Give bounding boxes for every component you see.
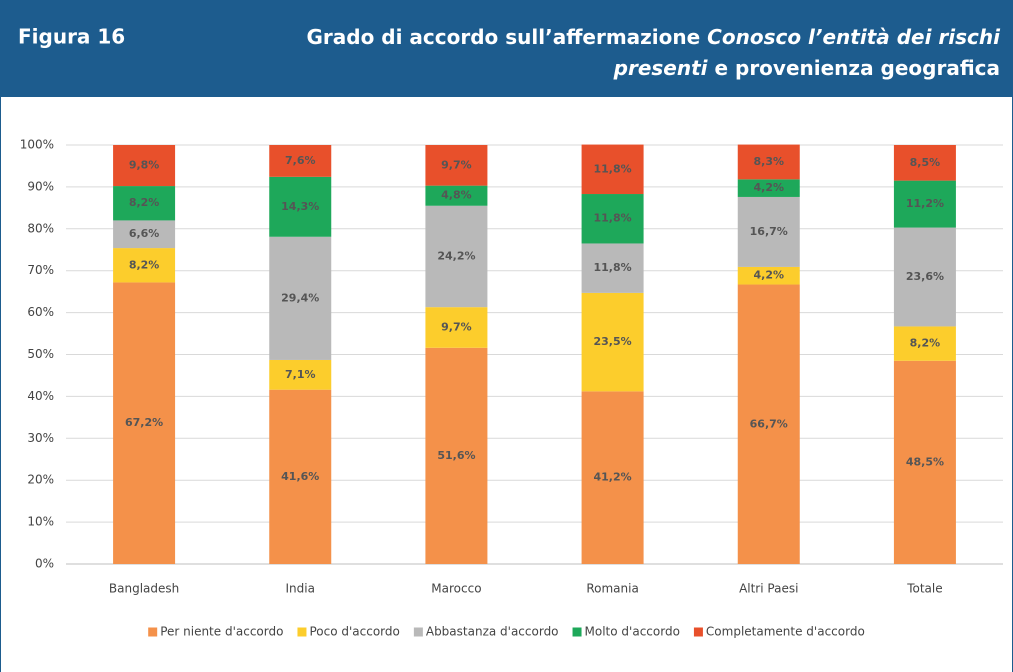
chart-title-line: Grado di accordo sull’affermazione Conos… [306, 25, 1001, 49]
data-label: 7,1% [285, 368, 316, 381]
data-label: 8,2% [129, 196, 160, 209]
data-label: 9,7% [441, 158, 472, 171]
data-label: 66,7% [750, 417, 788, 430]
bar-segment [581, 243, 644, 293]
data-label: 4,8% [441, 189, 472, 202]
bar-segment [269, 145, 332, 177]
bar-segment [425, 307, 488, 348]
bar-segment [893, 145, 956, 181]
figure-label: Figura 16 [18, 25, 125, 49]
data-label: 24,2% [437, 249, 475, 262]
chart-title: presenti [613, 56, 709, 80]
bar-segment [737, 144, 800, 180]
y-tick-label: 60% [27, 305, 54, 319]
bar-segment [581, 194, 644, 244]
chart-title: Conosco l’entità dei rischi [707, 25, 1001, 49]
legend-label: Poco d'accordo [309, 625, 399, 639]
y-tick-label: 100% [20, 138, 54, 152]
chart-title: Grado di accordo sull’affermazione [306, 25, 707, 49]
data-label: 51,6% [437, 449, 475, 462]
bar-segment [737, 196, 800, 267]
data-label: 23,5% [593, 335, 631, 348]
legend-swatch [572, 627, 582, 637]
data-label: 11,8% [593, 162, 631, 175]
x-tick-label: Marocco [431, 582, 481, 596]
legend-swatch [148, 627, 158, 637]
data-label: 4,2% [753, 181, 784, 194]
data-label: 14,3% [281, 200, 319, 213]
bar-segment [581, 144, 644, 195]
bar-segment [425, 347, 488, 564]
legend-swatch [693, 627, 703, 637]
y-tick-label: 10% [27, 515, 54, 529]
bar-segment [269, 236, 332, 360]
y-tick-label: 0% [35, 557, 54, 571]
legend-swatch [297, 627, 307, 637]
legend-label: Per niente d'accordo [160, 625, 283, 639]
data-label: 6,6% [129, 227, 160, 240]
legend-swatch [413, 627, 423, 637]
chart-title-line: presenti e provenienza geografica [613, 56, 1000, 80]
data-label: 23,6% [906, 270, 944, 283]
data-label: 29,4% [281, 291, 319, 304]
data-label: 41,2% [593, 471, 631, 484]
bar-segment [113, 186, 176, 221]
bar-segment [893, 180, 956, 228]
chart-title: e provenienza geografica [708, 56, 1000, 80]
bar-segment [113, 145, 176, 187]
data-label: 8,3% [753, 155, 784, 168]
data-label: 16,7% [750, 225, 788, 238]
bar-segment [269, 389, 332, 564]
header-band [0, 0, 1013, 97]
y-tick-label: 90% [27, 179, 54, 193]
bar-segment [425, 145, 488, 186]
bar-segment [893, 227, 956, 327]
x-tick-label: Totale [906, 582, 942, 596]
data-label: 9,7% [441, 320, 472, 333]
bar-segment [269, 176, 332, 237]
legend-label: Completamente d'accordo [706, 625, 865, 639]
x-tick-label: Bangladesh [109, 582, 179, 596]
bar-segment [113, 282, 176, 564]
bar-segment [737, 266, 800, 285]
data-label: 8,5% [910, 156, 941, 169]
data-label: 7,6% [285, 154, 316, 167]
y-tick-label: 30% [27, 431, 54, 445]
bar-segment [113, 220, 176, 249]
bar-segment [113, 248, 176, 283]
data-label: 11,2% [906, 197, 944, 210]
y-tick-label: 20% [27, 473, 54, 487]
bar-segment [893, 360, 956, 564]
bar-segment [737, 179, 800, 197]
data-label: 48,5% [906, 455, 944, 468]
bar-segment [425, 205, 488, 308]
bar-segment [581, 391, 644, 564]
bar-segment [893, 326, 956, 361]
x-tick-label: India [286, 582, 315, 596]
data-label: 11,8% [593, 212, 631, 225]
legend-label: Molto d'accordo [585, 625, 680, 639]
data-label: 11,8% [593, 261, 631, 274]
y-tick-label: 80% [27, 221, 54, 235]
data-label: 67,2% [125, 416, 163, 429]
bar-segment [425, 185, 488, 206]
data-label: 8,2% [129, 258, 160, 271]
bar-segment [581, 292, 644, 392]
data-label: 4,2% [753, 269, 784, 282]
legend-label: Abbastanza d'accordo [426, 625, 559, 639]
y-tick-label: 70% [27, 263, 54, 277]
data-label: 8,2% [910, 337, 941, 350]
data-label: 9,8% [129, 159, 160, 172]
bar-segment [269, 359, 332, 390]
x-tick-label: Romania [586, 582, 638, 596]
bar-segment [737, 284, 800, 564]
y-tick-label: 50% [27, 347, 54, 361]
y-tick-label: 40% [27, 389, 54, 403]
data-label: 41,6% [281, 470, 319, 483]
x-tick-label: Altri Paesi [739, 582, 798, 596]
